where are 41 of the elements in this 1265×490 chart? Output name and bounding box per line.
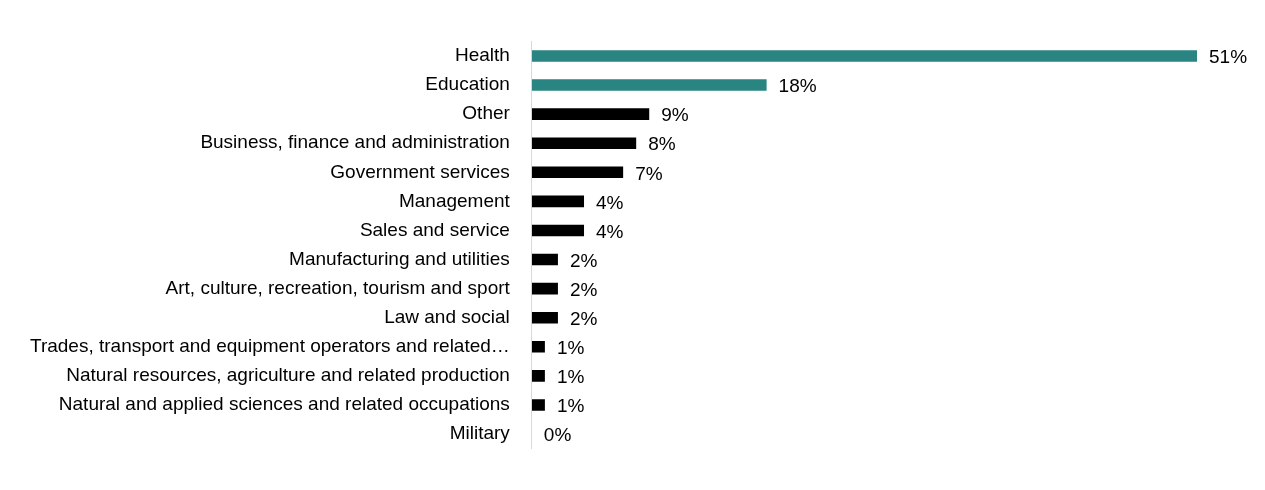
data-label: 51%: [1209, 46, 1248, 68]
y-tick-label: Sales and service: [359, 218, 510, 240]
bar: [531, 253, 558, 266]
data-label: 18%: [778, 75, 817, 97]
bar: [531, 195, 585, 208]
data-label: 0%: [543, 424, 572, 446]
y-tick-label: Health: [454, 44, 510, 66]
bar: [531, 399, 545, 411]
y-tick-label: Government services: [330, 160, 510, 182]
data-label: 1%: [556, 366, 585, 388]
data-label: 1%: [556, 395, 585, 417]
y-tick-label: Art, culture, recreation, tourism and sport: [165, 276, 511, 298]
bar: [531, 370, 545, 382]
y-tick-label: Education: [425, 73, 510, 95]
y-tick-label: Natural resources, agriculture and related production: [66, 364, 510, 386]
y-tick-label: Military: [449, 422, 511, 444]
y-tick-label: Trades, transport and equipment operators and related…: [29, 335, 510, 357]
bar: [531, 340, 545, 353]
data-label: 4%: [596, 220, 624, 242]
data-label: 2%: [569, 249, 598, 271]
data-label: 4%: [596, 191, 624, 213]
y-tick-label: Management: [398, 189, 511, 211]
bar: [531, 282, 558, 295]
data-label: 2%: [569, 307, 598, 329]
bar: [531, 137, 637, 150]
data-label: 2%: [569, 278, 598, 300]
bar: [531, 50, 1197, 62]
bar: [531, 79, 767, 91]
bar: [531, 224, 585, 237]
data-label: 7%: [635, 162, 663, 184]
bar: [531, 311, 558, 324]
y-tick-label: Other: [462, 102, 511, 124]
y-tick-label: Natural and applied sciences and related occupations: [58, 393, 510, 415]
y-tick-label: Manufacturing and utilities: [289, 247, 510, 269]
data-label: 8%: [648, 133, 676, 155]
y-tick-label: Business, finance and administration: [200, 131, 510, 153]
bar: [531, 166, 624, 179]
bar: [531, 108, 650, 120]
data-label: 1%: [556, 337, 585, 359]
y-tick-label: Law and social: [384, 305, 510, 327]
data-label: 9%: [661, 104, 689, 126]
